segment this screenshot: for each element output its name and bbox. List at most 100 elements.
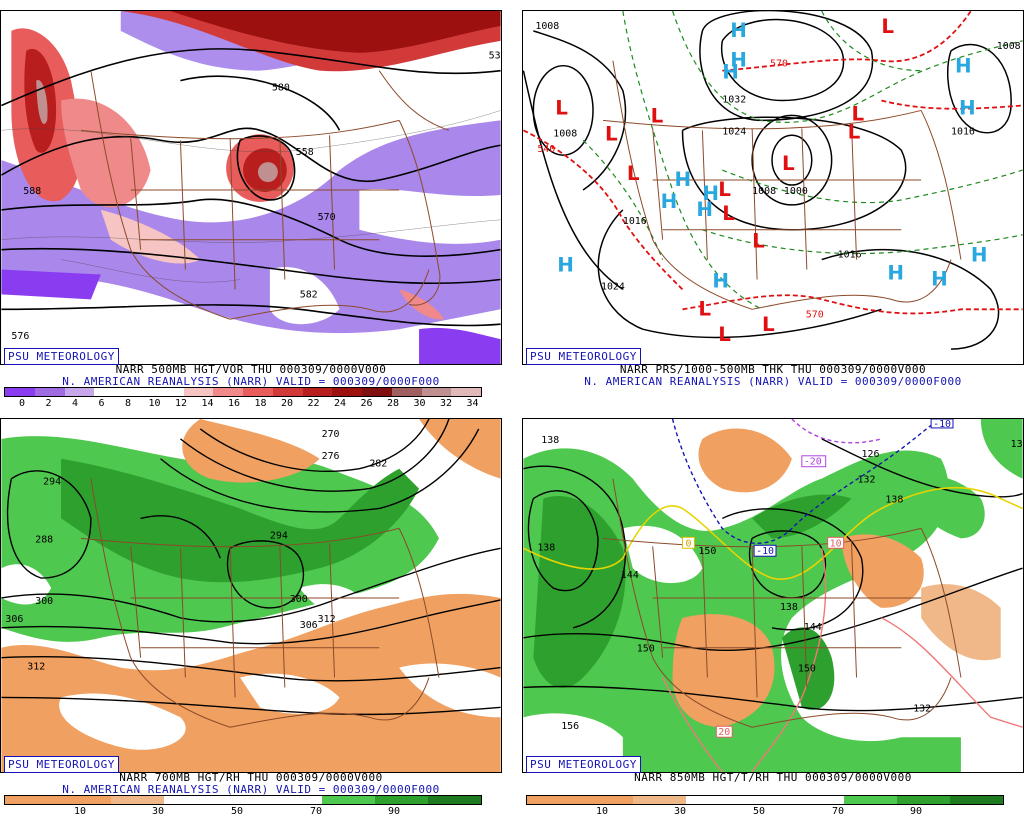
height-label: 312 (318, 614, 336, 625)
colorbar-tick-label: 8 (124, 398, 132, 409)
vorticity-colorbar-ticks: 0 2 4 6 8 10 12 14 16 18 20 22 24 26 28 30 32 34 (4, 398, 480, 410)
high-pressure-symbols: HHH HH H HHH H HH HH (557, 19, 987, 293)
height-label: 300 (35, 596, 53, 607)
isobar-label: 1008 (553, 128, 577, 139)
colorbar-tick-label: 70 (831, 806, 845, 817)
colorbar-swatch (34, 388, 65, 396)
svg-text:L: L (651, 104, 664, 127)
colorbar-swatch (950, 796, 1003, 804)
map-850mb-rh[interactable]: 138 138 150 144 150 156 144 138 132 126 … (522, 418, 1024, 773)
panel-850mb-rh: 138 138 150 144 150 156 144 138 132 126 … (522, 418, 1024, 818)
colorbar-tick-label: 22 (307, 398, 320, 409)
colorbar-swatch (183, 388, 214, 396)
colorbar-swatch (738, 796, 792, 804)
panel-subtitle: N. AMERICAN REANALYSIS (NARR) VALID = 00… (62, 783, 440, 796)
vorticity-colorbar (4, 387, 482, 397)
colorbar-tick-label: 26 (360, 398, 373, 409)
svg-text:H: H (730, 49, 747, 72)
svg-text:L: L (782, 152, 795, 175)
colorbar-swatch (213, 388, 243, 396)
panel-subtitle: N. AMERICAN REANALYSIS (NARR) VALID = 00… (62, 375, 440, 388)
colorbar-swatch (110, 796, 164, 804)
rh700-map-svg: 270 276 294 282 288 294 300 300 306 306 … (1, 419, 501, 772)
panel-title: NARR 700MB HGT/RH THU 000309/0000V000 (119, 771, 383, 784)
svg-text:L: L (698, 297, 711, 320)
isobar-label: 1008 (535, 21, 559, 32)
map-700mb-rh[interactable]: 270 276 294 282 288 294 300 300 306 306 … (0, 418, 502, 773)
svg-text:L: L (555, 96, 568, 119)
svg-text:H: H (661, 190, 678, 213)
height-label: 144 (804, 622, 822, 633)
colorbar-tick-label: 4 (71, 398, 79, 409)
colorbar-swatch (685, 796, 739, 804)
colorbar-swatch (153, 388, 184, 396)
isobar-label: 1016 (623, 216, 647, 227)
colorbar-tick-label: 90 (909, 806, 923, 817)
colorbar-swatch (243, 388, 273, 396)
colorbar-tick-label: 30 (151, 806, 165, 817)
colorbar-swatch (302, 388, 333, 396)
colorbar-tick-label: 70 (309, 806, 323, 817)
height-label: 138 (537, 542, 555, 553)
height-label: 138 (780, 602, 798, 613)
svg-text:H: H (722, 61, 739, 84)
temperature-label: -10 (756, 546, 774, 557)
rh700-colorbar-ticks: 10 30 50 70 90 (4, 806, 480, 818)
svg-text:L: L (762, 313, 775, 336)
height-label: 132 (913, 703, 931, 714)
psu-meteorology-badge: PSU METEOROLOGY (4, 756, 119, 773)
svg-text:L: L (605, 122, 618, 145)
colorbar-swatch (5, 796, 58, 804)
height-label: 294 (43, 477, 61, 488)
psu-meteorology-badge: PSU METEOROLOGY (526, 348, 641, 365)
vorticity-map-svg: 534 588 558 570 582 580 576 (1, 11, 501, 364)
height-label: 138 (541, 435, 559, 446)
svg-text:L: L (718, 323, 731, 346)
svg-text:H: H (887, 261, 904, 284)
thickness-label: 540 (537, 144, 555, 155)
isobar-label: 1008 (752, 186, 776, 197)
svg-text:H: H (696, 198, 713, 221)
height-label: 150 (698, 546, 716, 557)
contour-label: 580 (272, 83, 290, 94)
temperature-labels: -10 -20 -10 10 0 20 (682, 419, 954, 738)
height-label: 306 (300, 620, 318, 631)
colorbar-tick-label: 10 (73, 806, 87, 817)
colorbar-swatch (64, 388, 95, 396)
colorbar-swatch (428, 796, 481, 804)
svg-text:H: H (971, 244, 988, 267)
colorbar-swatch (124, 388, 154, 396)
colorbar-swatch (527, 796, 580, 804)
panel-title: NARR PRS/1000-500MB THK THU 000309/0000V… (619, 363, 927, 376)
contour-label: 558 (296, 147, 314, 158)
colorbar-tick-label: 18 (254, 398, 267, 409)
colorbar-swatch (421, 388, 452, 396)
svg-text:H: H (557, 254, 574, 277)
colorbar-tick-label: 30 (413, 398, 426, 409)
colorbar-tick-label: 90 (387, 806, 401, 817)
svg-text:H: H (675, 168, 692, 191)
svg-text:L: L (722, 202, 735, 225)
contour-label: 576 (11, 331, 29, 342)
colorbar-swatch (451, 388, 481, 396)
colorbar-tick-label: 10 (148, 398, 161, 409)
map-500mb-vorticity[interactable]: 534 588 558 570 582 580 576 (0, 10, 502, 365)
colorbar-tick-label: 6 (98, 398, 105, 409)
height-label: 132 (1011, 439, 1023, 450)
height-label: 150 (798, 664, 816, 675)
colorbar-tick-label: 12 (174, 398, 188, 409)
colorbar-swatch (163, 796, 217, 804)
colorbar-tick-label: 14 (201, 398, 214, 409)
isobar-label: 1016 (951, 126, 975, 137)
colorbar-swatch (844, 796, 898, 804)
svg-text:H: H (702, 182, 719, 205)
height-label: 312 (27, 662, 45, 673)
isobar-label: 1024 (722, 126, 746, 137)
svg-text:L: L (752, 230, 765, 253)
height-label: 132 (858, 475, 876, 486)
temperature-label: 0 (685, 538, 691, 549)
svg-text:L: L (881, 15, 894, 38)
contour-label: 570 (318, 212, 336, 223)
colorbar-swatch (332, 388, 362, 396)
